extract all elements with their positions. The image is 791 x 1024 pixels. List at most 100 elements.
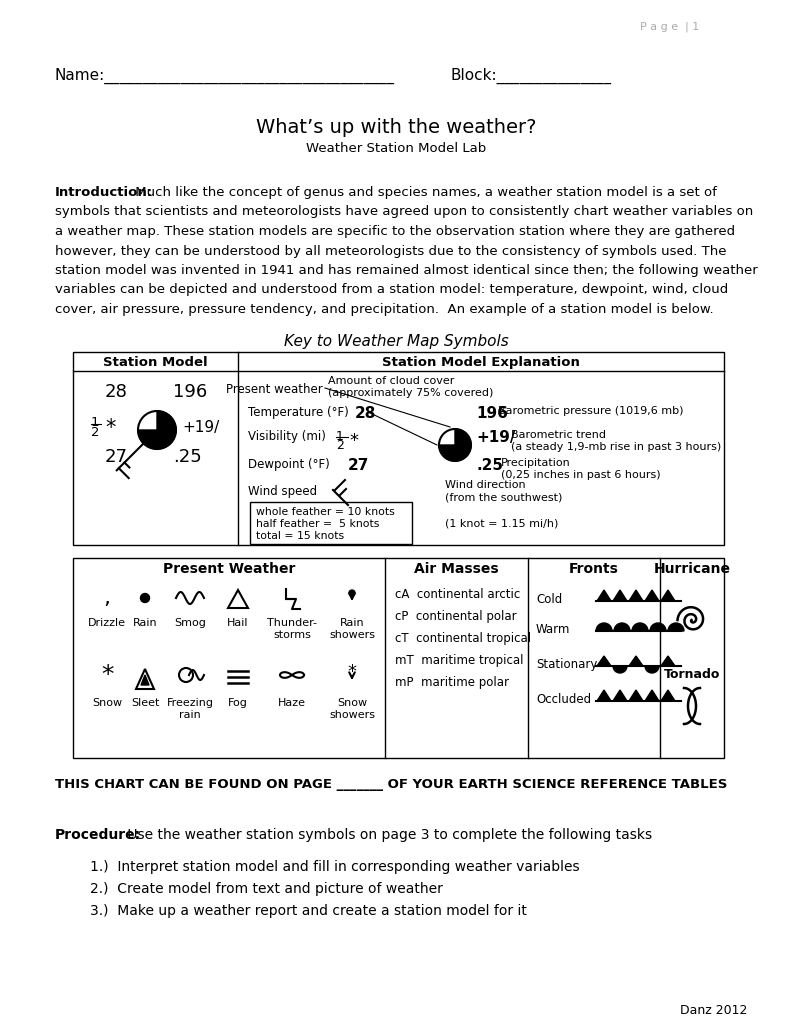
Text: Amount of cloud cover: Amount of cloud cover [328,376,454,386]
Text: whole feather = 10 knots: whole feather = 10 knots [256,507,395,517]
Text: Occluded: Occluded [536,693,591,706]
Text: *: * [347,663,357,681]
Text: Hurricane: Hurricane [653,562,731,575]
Polygon shape [597,656,611,666]
Text: (1 knot = 1.15 mi/h): (1 knot = 1.15 mi/h) [445,518,558,528]
Circle shape [141,594,149,602]
Text: (0,25 inches in past 6 hours): (0,25 inches in past 6 hours) [501,470,660,480]
Text: *: * [105,418,115,438]
Text: Procedure:: Procedure: [55,828,141,842]
Text: Key to Weather Map Symbols: Key to Weather Map Symbols [284,334,509,349]
Text: .25: .25 [476,458,503,473]
Text: Temperature (°F): Temperature (°F) [248,406,353,419]
Text: (from the southwest): (from the southwest) [445,492,562,502]
Text: 3.)  Make up a weather report and create a station model for it: 3.) Make up a weather report and create … [90,904,527,918]
Text: 27: 27 [348,458,369,473]
Polygon shape [629,590,643,601]
Wedge shape [632,623,648,631]
Text: Snow
showers: Snow showers [329,698,375,720]
Bar [250,502,412,544]
Text: THIS CHART CAN BE FOUND ON PAGE _______ OF YOUR EARTH SCIENCE REFERENCE TABLES: THIS CHART CAN BE FOUND ON PAGE _______ … [55,778,728,791]
Text: total = 15 knots: total = 15 knots [256,531,344,541]
Text: cP  continental polar: cP continental polar [395,610,517,623]
Text: 27: 27 [105,449,128,466]
Text: 1.)  Interpret station model and fill in corresponding weather variables: 1.) Interpret station model and fill in … [90,860,580,874]
Polygon shape [645,590,659,601]
Text: half feather =  5 knots: half feather = 5 knots [256,519,380,529]
Text: Name:______________________________________: Name:___________________________________… [55,68,395,84]
Text: Station Model Explanation: Station Model Explanation [382,356,580,369]
Text: What’s up with the weather?: What’s up with the weather? [255,118,536,137]
Circle shape [349,590,355,596]
Text: Station Model: Station Model [103,356,207,369]
Text: Freezing
rain: Freezing rain [166,698,214,720]
Text: Rain: Rain [133,618,157,628]
Text: cover, air pressure, pressure tendency, and precipitation.  An example of a stat: cover, air pressure, pressure tendency, … [55,303,713,316]
Wedge shape [650,623,666,631]
Text: Visibility (mi): Visibility (mi) [248,430,330,443]
Polygon shape [629,690,643,701]
Text: (approximately 75% covered): (approximately 75% covered) [328,388,494,398]
Polygon shape [597,590,611,601]
Text: Drizzle: Drizzle [88,618,126,628]
Text: cT  continental tropical: cT continental tropical [395,632,531,645]
Polygon shape [613,590,627,601]
Text: mP  maritime polar: mP maritime polar [395,676,509,689]
Text: Danz 2012: Danz 2012 [680,1004,747,1017]
Text: Barometric pressure (1019,6 mb): Barometric pressure (1019,6 mb) [498,406,683,416]
Wedge shape [613,666,627,673]
Polygon shape [661,690,675,701]
Text: Block:_______________: Block:_______________ [450,68,611,84]
Text: Dewpoint (°F): Dewpoint (°F) [248,458,334,471]
Text: Introduction:: Introduction: [55,186,153,199]
Text: Present Weather: Present Weather [163,562,295,575]
Text: 2: 2 [336,439,344,452]
Text: variables can be depicted and understood from a station model: temperature, dewp: variables can be depicted and understood… [55,284,729,297]
Text: Fronts: Fronts [569,562,619,575]
Text: *: * [349,432,358,450]
Text: 196: 196 [173,383,207,401]
Text: Much like the concept of genus and species names, a weather station model is a s: Much like the concept of genus and speci… [131,186,717,199]
Text: 1: 1 [336,430,344,443]
Text: +19/: +19/ [476,430,516,445]
Text: Hail: Hail [227,618,248,628]
Text: Warm: Warm [536,623,570,636]
Polygon shape [141,675,149,685]
Text: .25: .25 [173,449,202,466]
Text: however, they can be understood by all meteorologists due to the consistency of : however, they can be understood by all m… [55,245,726,257]
Polygon shape [629,656,643,666]
Wedge shape [614,623,630,631]
Wedge shape [138,411,176,449]
Wedge shape [668,623,684,631]
Text: Rain
showers: Rain showers [329,618,375,640]
Text: Wind speed: Wind speed [248,485,317,498]
Wedge shape [596,623,612,631]
Polygon shape [613,690,627,701]
Text: ,: , [104,588,111,608]
Text: a weather map. These station models are specific to the observation station wher: a weather map. These station models are … [55,225,735,238]
Wedge shape [439,429,471,461]
Text: Precipitation: Precipitation [501,458,571,468]
Text: 28: 28 [105,383,128,401]
Text: station model was invented in 1941 and has remained almost identical since then;: station model was invented in 1941 and h… [55,264,758,278]
Text: Use the weather station symbols on page 3 to complete the following tasks: Use the weather station symbols on page … [123,828,652,842]
Text: Stationary: Stationary [536,658,597,671]
Bar [73,352,724,545]
Text: Barometric trend: Barometric trend [511,430,606,440]
Polygon shape [597,690,611,701]
Text: Thunder-
storms: Thunder- storms [267,618,317,640]
Text: cA  continental arctic: cA continental arctic [395,588,520,601]
Text: 2: 2 [91,426,100,439]
Text: Cold: Cold [536,593,562,606]
Text: *: * [100,663,113,687]
Text: Haze: Haze [278,698,306,708]
Text: Sleet: Sleet [131,698,159,708]
Text: Tornado: Tornado [664,668,720,681]
Text: mT  maritime tropical: mT maritime tropical [395,654,524,667]
Polygon shape [645,690,659,701]
Wedge shape [645,666,659,673]
Text: Weather Station Model Lab: Weather Station Model Lab [306,142,486,155]
Text: 28: 28 [355,406,377,421]
Text: 2.)  Create model from text and picture of weather: 2.) Create model from text and picture o… [90,882,443,896]
Text: Air Masses: Air Masses [414,562,498,575]
